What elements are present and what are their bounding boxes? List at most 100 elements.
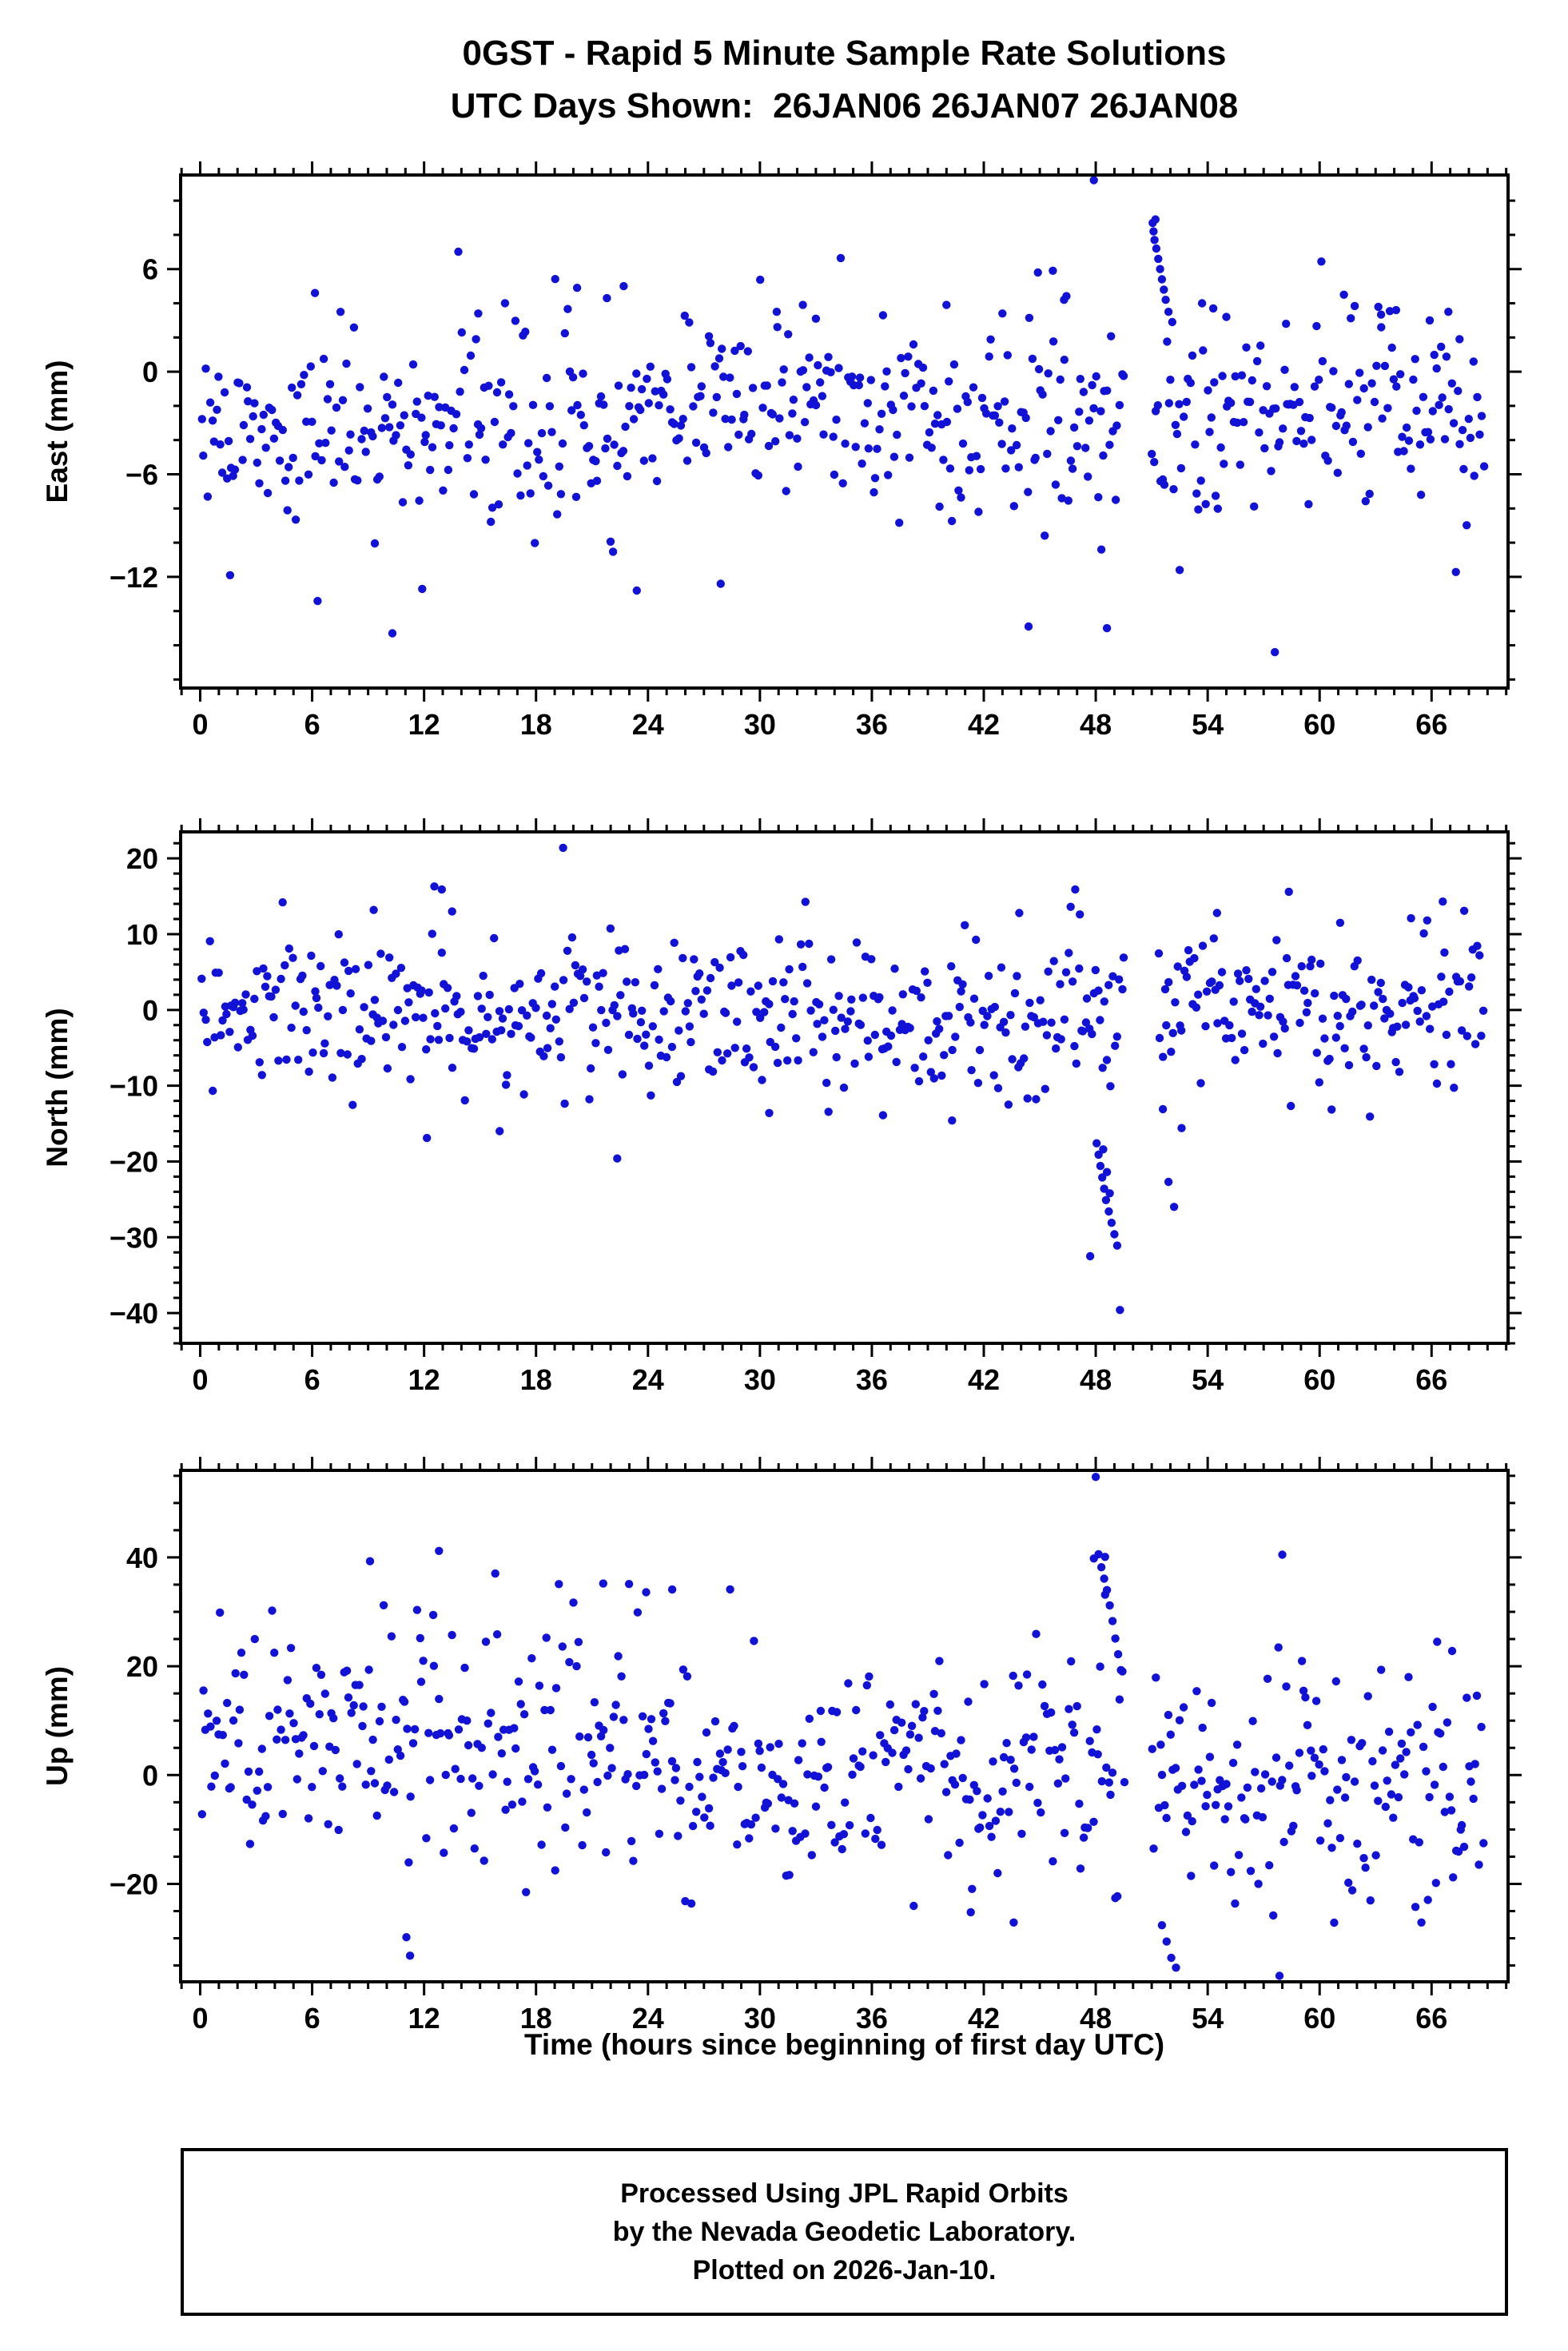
data-point (349, 1701, 358, 1710)
data-point (867, 955, 876, 964)
data-point (320, 1689, 329, 1698)
data-point (444, 1731, 454, 1740)
data-point (1311, 1697, 1321, 1705)
data-point (389, 1788, 399, 1796)
data-point (1038, 1680, 1047, 1689)
data-point (244, 397, 253, 406)
data-point (1316, 959, 1325, 969)
data-point (989, 1071, 998, 1080)
data-point (765, 1000, 774, 1008)
data-point (1376, 978, 1386, 988)
data-point (1001, 1028, 1010, 1037)
data-point (1169, 1203, 1179, 1211)
data-point (1272, 936, 1281, 945)
data-point (1459, 1842, 1469, 1852)
data-point (849, 1754, 858, 1763)
data-point (1302, 1008, 1311, 1017)
data-point (1337, 408, 1346, 417)
data-point (977, 393, 987, 403)
data-point (535, 1681, 544, 1690)
data-point (454, 247, 463, 257)
data-point (1413, 1006, 1422, 1016)
data-point (1389, 375, 1399, 384)
data-point (740, 410, 749, 420)
data-point (452, 410, 461, 419)
data-point (212, 1717, 221, 1725)
data-point (289, 453, 297, 463)
data-point (940, 1760, 949, 1768)
data-point (575, 972, 585, 981)
data-point (935, 1024, 944, 1033)
data-point (969, 383, 978, 392)
east-axis-label: East (mm) (41, 360, 74, 503)
data-point (637, 384, 647, 394)
data-point (1233, 418, 1242, 428)
data-point (623, 1770, 632, 1779)
data-point (937, 1728, 946, 1738)
data-point (1393, 1022, 1402, 1031)
data-point (1295, 1748, 1304, 1757)
data-point (1256, 1784, 1266, 1793)
data-point (511, 316, 520, 325)
data-point (930, 420, 940, 428)
data-point (1187, 1872, 1196, 1880)
data-point (469, 490, 479, 499)
data-point (304, 1814, 313, 1823)
data-point (951, 1032, 960, 1041)
data-point (249, 412, 257, 421)
data-point (685, 1022, 694, 1031)
data-point (836, 253, 846, 263)
data-point (1152, 1673, 1160, 1682)
data-point (976, 1823, 985, 1832)
data-point (1057, 1035, 1065, 1044)
data-point (878, 311, 888, 320)
data-point (197, 415, 206, 424)
data-point (539, 1052, 548, 1060)
data-point (583, 1808, 591, 1817)
data-point (644, 1061, 654, 1070)
data-point (633, 1608, 643, 1617)
data-point (517, 1006, 527, 1015)
data-point (593, 1777, 602, 1787)
data-point (537, 428, 547, 438)
data-point (779, 365, 788, 374)
data-point (1164, 308, 1173, 316)
data-point (454, 1725, 464, 1734)
data-point (1196, 476, 1205, 485)
data-point (1292, 1786, 1301, 1795)
data-point (422, 1834, 431, 1843)
data-point (764, 441, 774, 451)
data-point (336, 1048, 345, 1058)
data-point (562, 1789, 571, 1798)
data-point (683, 1672, 692, 1681)
data-point (514, 1021, 523, 1031)
data-point (1292, 981, 1302, 990)
data-point (1463, 521, 1471, 530)
data-point (834, 364, 843, 372)
data-point (1479, 1839, 1488, 1848)
data-point (283, 506, 292, 515)
data-point (347, 1709, 356, 1717)
data-point (674, 1832, 683, 1840)
data-point (772, 308, 782, 316)
data-point (336, 308, 345, 316)
data-point (1094, 493, 1103, 502)
data-point (1459, 464, 1468, 474)
data-point (940, 1051, 949, 1060)
data-point (935, 502, 944, 511)
data-point (706, 1821, 714, 1830)
data-point (1156, 1740, 1165, 1749)
data-point (257, 424, 266, 434)
data-point (516, 491, 525, 500)
data-point (1099, 1145, 1108, 1154)
data-point (573, 400, 582, 410)
up-y-tick-label: −20 (109, 1868, 158, 1900)
data-point (313, 596, 322, 606)
data-point (1391, 1057, 1400, 1067)
data-point (911, 1700, 921, 1709)
data-point (547, 1745, 557, 1754)
data-point (691, 438, 701, 448)
data-point (418, 584, 427, 594)
data-point (691, 987, 700, 996)
data-point (709, 1773, 718, 1782)
